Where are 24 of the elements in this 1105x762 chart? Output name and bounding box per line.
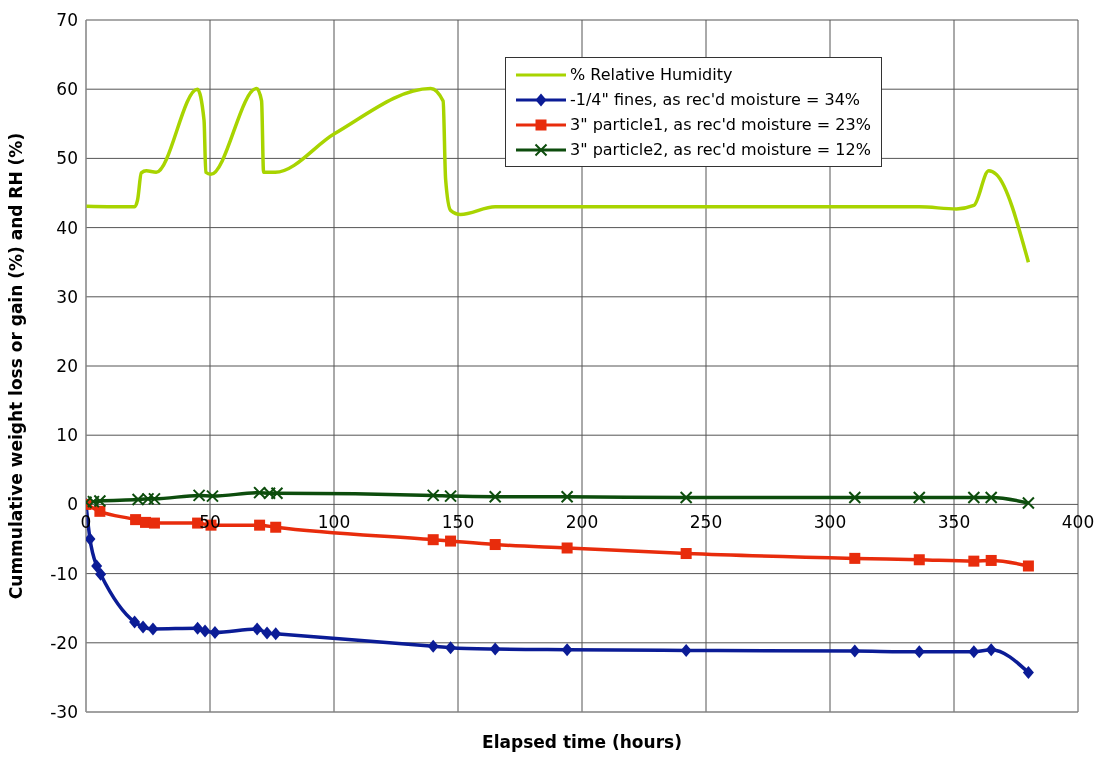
y-tick-label: 40 (56, 217, 78, 238)
y-axis-title: Cummulative weight loss or gain (%) and RH (%) (6, 132, 27, 600)
y-tick-label: 60 (56, 79, 78, 100)
x-axis-title: Elapsed time (hours) (482, 732, 682, 752)
y-tick-label: -30 (50, 702, 78, 723)
y-tick-label: 30 (56, 286, 78, 307)
x-tick-label: 350 (937, 512, 971, 533)
y-tick-label: 50 (56, 148, 78, 169)
x-tick-label: 150 (441, 512, 475, 533)
y-tick-label: -20 (50, 632, 78, 653)
y-tick-label: 10 (56, 425, 78, 446)
y-tick-label: -10 (50, 563, 78, 584)
y-tick-label: 70 (56, 10, 78, 31)
x-tick-label: 300 (813, 512, 847, 533)
x-tick-label: 200 (565, 512, 599, 533)
x-tick-label: 100 (317, 512, 351, 533)
y-tick-label: 20 (56, 356, 78, 377)
x-tick-label: 250 (689, 512, 723, 533)
legend-label: 3" particle1, as rec'd moisture = 23% (570, 115, 871, 134)
legend-label: 3" particle2, as rec'd moisture = 12% (570, 140, 871, 159)
legend-label: -1/4" fines, as rec'd moisture = 34% (570, 90, 861, 109)
y-tick-label: 0 (67, 494, 78, 515)
legend-label: % Relative Humidity (570, 65, 733, 84)
x-tick-label: 400 (1061, 512, 1095, 533)
